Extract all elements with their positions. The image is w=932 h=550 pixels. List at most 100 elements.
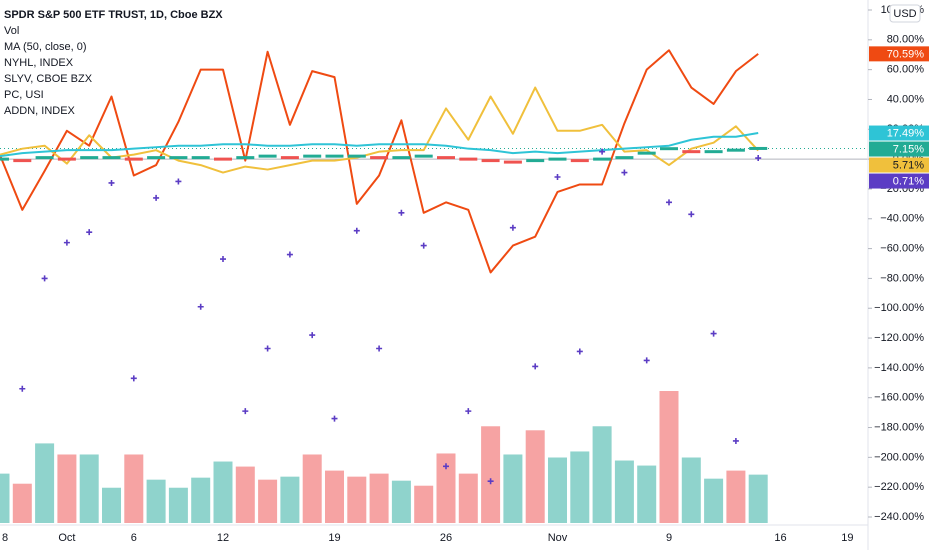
y-tick-label: −140.00% (874, 362, 924, 374)
volume-bar (681, 457, 701, 523)
x-tick-label: 12 (217, 532, 229, 544)
price-candle (325, 154, 344, 158)
cross-marker (420, 242, 427, 249)
volume-bar (481, 426, 501, 523)
y-tick-label: −80.00% (880, 272, 924, 284)
volume-bar (325, 470, 344, 523)
cross-marker (242, 408, 249, 415)
price-candle (303, 154, 322, 158)
legend-entry: SPDR S&P 500 ETF TRUST, 1D, Cboe BZX (4, 9, 223, 21)
cross-marker (19, 385, 26, 392)
y-tick-label: −180.00% (874, 421, 924, 433)
volume-bar (436, 453, 456, 523)
price-candle (80, 156, 99, 160)
price-candle (414, 154, 433, 158)
cross-marker (487, 478, 494, 485)
price-candle (214, 157, 232, 161)
x-tick-label: Nov (548, 532, 568, 544)
volume-bar (391, 480, 411, 523)
cross-marker (197, 303, 204, 310)
cross-marker (108, 179, 115, 186)
price-candle (370, 156, 389, 160)
price-candle (726, 148, 745, 152)
price-candle (147, 156, 166, 160)
price-candle (347, 154, 366, 158)
volume-bar (748, 474, 768, 523)
cross-marker (353, 227, 360, 234)
volume-bar (414, 485, 434, 523)
volume-bar (614, 460, 634, 523)
legend: SPDR S&P 500 ETF TRUST, 1D, Cboe BZX Vol M… (4, 9, 223, 117)
cross-marker (153, 194, 160, 201)
currency-button[interactable] (889, 4, 921, 23)
volume-bar (280, 476, 300, 523)
price-candle (704, 150, 723, 154)
cross-marker (63, 239, 70, 246)
cross-marker (398, 209, 405, 216)
value-badge-label: 7.15% (893, 143, 924, 155)
cross-marker (86, 229, 93, 236)
cross-marker (465, 408, 472, 415)
price-candle (459, 157, 478, 161)
volume-bar (168, 487, 188, 523)
y-tick-label: −200.00% (874, 451, 924, 463)
price-candle (481, 159, 500, 163)
cross-marker (309, 332, 316, 339)
price-candle (570, 159, 589, 163)
volume-bar (458, 473, 478, 523)
series-line (0, 132, 759, 158)
price-candle (503, 160, 522, 164)
legend-entry: PC, USI (4, 89, 44, 101)
volume-bar (369, 473, 389, 523)
price-candle (35, 156, 54, 160)
cross-marker (331, 415, 338, 422)
legend-entry: Vol (4, 25, 19, 37)
price-candle (13, 159, 32, 163)
last-value-badges: 70.59% 17.49% 7.15% 5.71% 0.71% (869, 46, 929, 189)
x-tick-label: 19 (841, 532, 853, 544)
price-candle (637, 151, 656, 155)
cross-marker (599, 148, 606, 155)
value-badge-label: 70.59% (887, 48, 925, 60)
volume-bar (191, 477, 211, 523)
cross-marker (175, 178, 182, 185)
price-candle (258, 154, 277, 158)
cross-marker (264, 345, 271, 352)
volume-bar (503, 454, 523, 523)
price-candle (615, 156, 634, 160)
volume-bar (548, 457, 567, 523)
volume-bar (235, 466, 255, 523)
cross-marker (286, 251, 293, 258)
price-candle (280, 156, 299, 160)
y-tick-label: 40.00% (887, 93, 925, 105)
value-badge-label: 0.71% (893, 175, 924, 187)
series-line (0, 86, 759, 174)
x-tick-label: 6 (131, 532, 137, 544)
cross-marker (443, 463, 449, 470)
x-tick-label: 19 (328, 532, 340, 544)
price-candle (0, 157, 9, 161)
price-candle (102, 156, 121, 160)
price-candle (593, 157, 612, 161)
volume-bar (12, 483, 32, 523)
y-tick-label: 60.00% (887, 64, 925, 76)
volume-bar (102, 487, 121, 523)
legend-entry: ADDN, INDEX (4, 105, 76, 117)
value-badge-label: 17.49% (887, 127, 925, 139)
y-tick-label: −220.00% (874, 481, 924, 493)
volume-bar (592, 426, 612, 523)
y-tick-label: −60.00% (880, 242, 924, 254)
volume-bar (347, 476, 367, 523)
volume-bar (35, 443, 55, 523)
y-tick-label: −160.00% (874, 392, 924, 404)
series-layer (0, 49, 768, 485)
currency-label[interactable]: USD (893, 8, 916, 20)
cross-marker (376, 345, 383, 352)
x-tick-label: 26 (440, 532, 452, 544)
value-badge-label: 5.71% (893, 159, 924, 171)
price-candle (660, 147, 678, 151)
price-candle (392, 156, 411, 160)
value-badge (869, 46, 929, 62)
